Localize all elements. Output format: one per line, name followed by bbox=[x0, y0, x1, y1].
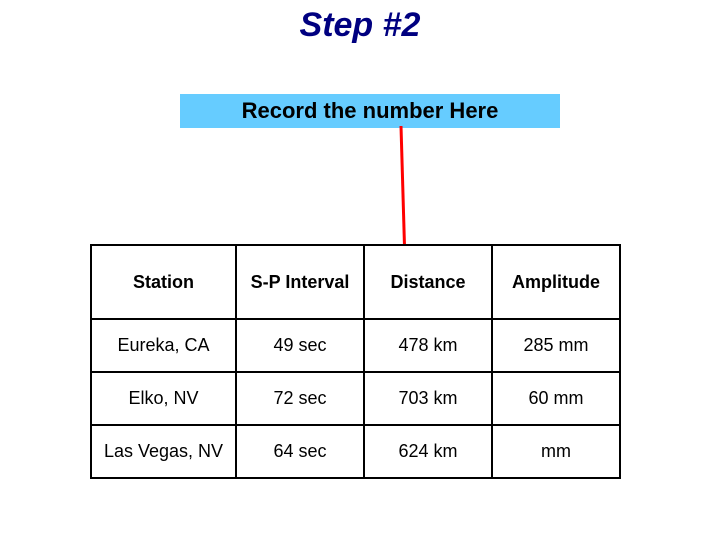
col-header-sp: S-P Interval bbox=[236, 245, 364, 319]
col-header-distance: Distance bbox=[364, 245, 492, 319]
instruction-banner: Record the number Here bbox=[180, 94, 560, 128]
col-header-amplitude: Amplitude bbox=[492, 245, 620, 319]
table-row: Elko, NV 72 sec 703 km 60 mm bbox=[91, 372, 620, 425]
cell-distance: 703 km bbox=[364, 372, 492, 425]
cell-distance: 478 km bbox=[364, 319, 492, 372]
table-header-row: Station S-P Interval Distance Amplitude bbox=[91, 245, 620, 319]
cell-sp: 72 sec bbox=[236, 372, 364, 425]
table-row: Eureka, CA 49 sec 478 km 285 mm bbox=[91, 319, 620, 372]
cell-distance: 624 km bbox=[364, 425, 492, 478]
col-header-station: Station bbox=[91, 245, 236, 319]
data-table: Station S-P Interval Distance Amplitude … bbox=[90, 244, 621, 479]
cell-station: Eureka, CA bbox=[91, 319, 236, 372]
cell-station: Las Vegas, NV bbox=[91, 425, 236, 478]
cell-sp: 49 sec bbox=[236, 319, 364, 372]
table-row: Las Vegas, NV 64 sec 624 km mm bbox=[91, 425, 620, 478]
banner-text: Record the number Here bbox=[242, 98, 499, 124]
cell-amplitude: mm bbox=[492, 425, 620, 478]
cell-amplitude: 285 mm bbox=[492, 319, 620, 372]
step-title: Step #2 bbox=[300, 6, 421, 45]
cell-sp: 64 sec bbox=[236, 425, 364, 478]
cell-station: Elko, NV bbox=[91, 372, 236, 425]
cell-amplitude: 60 mm bbox=[492, 372, 620, 425]
